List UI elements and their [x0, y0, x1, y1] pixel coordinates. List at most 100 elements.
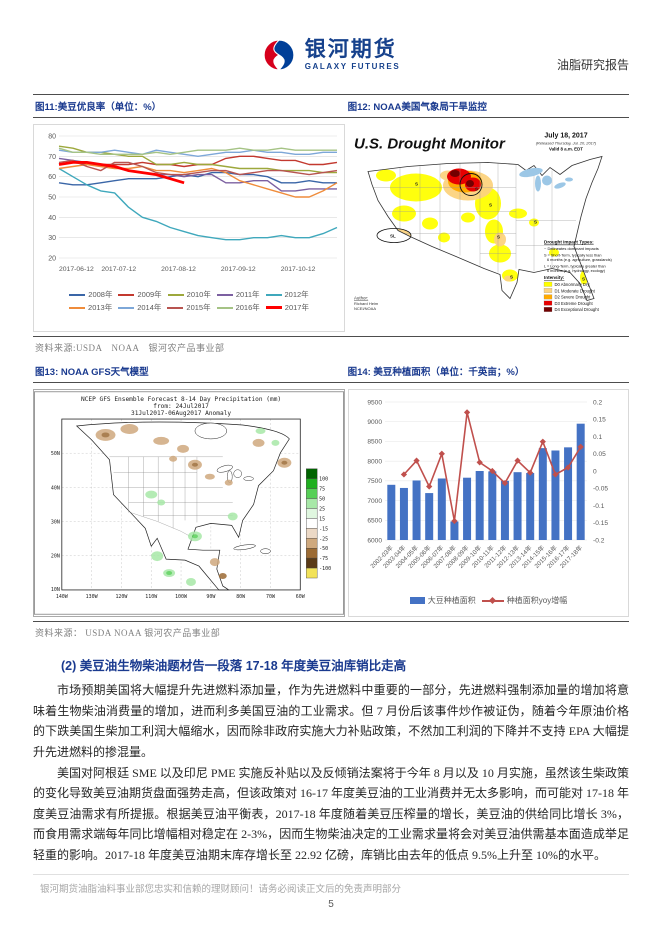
- soybean-acreage-chart: 6000 6500 7000 7500 8000 8500 9000 9500 0.2 0.15 0…: [348, 389, 629, 617]
- svg-text:from: 24Jul2017: from: 24Jul2017: [153, 403, 209, 410]
- svg-text:140W: 140W: [56, 594, 68, 600]
- svg-text:-0.2: -0.2: [593, 537, 605, 544]
- paragraph-1: 市场预期美国将大幅提升先进燃料添加量，作为先进燃料中重要的一部分，先进燃料强制添…: [33, 683, 629, 759]
- footer-divider: [33, 874, 629, 875]
- svg-text:50N: 50N: [51, 451, 60, 457]
- svg-text:2017-07-12: 2017-07-12: [101, 266, 136, 273]
- svg-text:9000: 9000: [367, 419, 382, 426]
- svg-text:2017-08-12: 2017-08-12: [161, 266, 196, 273]
- divider: [33, 117, 629, 118]
- figure-12-title: 图12: NOAA美国气象局干旱监控: [347, 102, 487, 113]
- drought-map-legend: Drought Impact Types: ~ Delineates domin…: [543, 240, 613, 312]
- impact-outline-sw: [376, 228, 412, 243]
- svg-text:7500: 7500: [367, 478, 382, 485]
- svg-text:40: 40: [48, 215, 56, 222]
- svg-text:9500: 9500: [367, 399, 382, 406]
- svg-text:-75: -75: [319, 556, 328, 562]
- drought-map-released: (Released Thursday, Jul. 20, 2017): [536, 141, 597, 146]
- north-america-outline: [75, 421, 290, 591]
- svg-text:L = Long-Term, typically great: L = Long-Term, typically greater than: [544, 265, 606, 269]
- svg-text:60: 60: [48, 174, 56, 181]
- impact-type-markers: S S S S S S S SL: [390, 182, 585, 282]
- page-header: 银河期货 GALAXY FUTURES 油脂研究报告: [33, 38, 629, 94]
- svg-text:30: 30: [48, 235, 56, 242]
- bar-chart-legend: 大豆种植面积 种植面积yoy增幅: [349, 595, 628, 606]
- svg-text:NCEI/NOAA: NCEI/NOAA: [354, 306, 376, 311]
- drought-map-valid: Valid 8 a.m. EDT: [549, 147, 583, 152]
- svg-text:-0.15: -0.15: [593, 520, 608, 527]
- svg-text:0.05: 0.05: [593, 451, 606, 458]
- svg-text:S: S: [415, 182, 418, 187]
- svg-text:120W: 120W: [115, 594, 127, 600]
- drought-map-author: Author: Richard Heim NCEI/NOAA: [354, 296, 379, 312]
- figure-title-row-2: 图13: NOAA GFS天气模型 图14: 美豆种植面积（单位：千英亩；%）: [33, 360, 629, 382]
- svg-text:50: 50: [48, 195, 56, 202]
- svg-text:8500: 8500: [367, 439, 382, 446]
- svg-text:D3 Extreme Drought: D3 Extreme Drought: [555, 301, 594, 306]
- svg-text:S: S: [489, 203, 492, 208]
- svg-text:S: S: [497, 235, 500, 240]
- svg-text:25: 25: [319, 506, 325, 512]
- svg-text:130W: 130W: [86, 594, 98, 600]
- brand-name-en: GALAXY FUTURES: [304, 62, 401, 71]
- legend-item: 2012年: [265, 289, 309, 300]
- svg-text:2017-06-12: 2017-06-12: [59, 266, 94, 273]
- legend-item: 2017年: [265, 302, 309, 313]
- svg-text:30N: 30N: [51, 520, 60, 526]
- legend-item-line: 种植面积yoy增幅: [481, 595, 567, 606]
- svg-text:0.2: 0.2: [593, 399, 602, 406]
- gfs-weather-map: NCEP GFS Ensemble Forecast 8-14 Day Prec…: [33, 389, 345, 617]
- svg-text:80: 80: [48, 134, 56, 141]
- gfs-lon-labels: 140W 130W 120W 110W 100W 90W 80W 70W 60W: [56, 594, 305, 600]
- page-footer: 银河期货油脂油料事业部您忠实和信赖的理财顾问！请务必阅读正文后的免责声明部分 5: [0, 874, 662, 910]
- svg-text:SL: SL: [390, 234, 396, 239]
- charts-row-2: NCEP GFS Ensemble Forecast 8-14 Day Prec…: [33, 389, 629, 617]
- svg-text:D4 Exceptional Drought: D4 Exceptional Drought: [555, 307, 600, 312]
- svg-text:-15: -15: [319, 526, 328, 532]
- svg-text:20N: 20N: [51, 554, 60, 560]
- report-page: 银河期货 GALAXY FUTURES 油脂研究报告 图11:美豆优良率（单位：…: [33, 38, 629, 863]
- svg-text:7000: 7000: [367, 498, 382, 505]
- figure-13-title: 图13: NOAA GFS天气模型: [35, 367, 149, 378]
- svg-text:110W: 110W: [145, 594, 157, 600]
- svg-text:S: S: [510, 275, 513, 280]
- svg-text:-100: -100: [319, 566, 331, 572]
- svg-text:-0.1: -0.1: [593, 503, 605, 510]
- svg-text:100: 100: [319, 477, 328, 483]
- hispaniola: [260, 548, 271, 554]
- precip-anomaly-blobs: [95, 424, 292, 586]
- report-type-label: 油脂研究报告: [556, 58, 629, 72]
- divider: [33, 336, 629, 337]
- drought-map-title: U.S. Drought Monitor: [354, 136, 506, 153]
- gfs-map-title: NCEP GFS Ensemble Forecast 8-14 Day Prec…: [81, 396, 281, 417]
- section-heading: (2) 美豆油生物柴油题材告一段落 17-18 年度美豆油库销比走高: [61, 659, 407, 673]
- figure-11-title: 图11:美豆优良率（单位：%）: [35, 102, 162, 113]
- svg-text:S: S: [534, 220, 537, 225]
- svg-text:60W: 60W: [296, 594, 305, 600]
- header-logo: 银河期货 GALAXY FUTURES: [221, 38, 441, 72]
- svg-text:70: 70: [48, 154, 56, 161]
- svg-text:~ Delineates dominant impacts: ~ Delineates dominant impacts: [544, 246, 599, 251]
- legend-item: 2014年: [118, 302, 161, 313]
- svg-text:6000: 6000: [367, 537, 382, 544]
- paragraph-2: 美国对阿根廷 SME 以及印尼 PME 实施反补贴以及反倾销法案将于今年 8 月…: [33, 765, 629, 863]
- legend-item: 2010年: [167, 289, 211, 300]
- legend-item-bar: 大豆种植面积: [409, 595, 476, 606]
- hudson-bay: [194, 422, 228, 440]
- legend-item: 2016年: [216, 302, 260, 313]
- svg-text:40N: 40N: [51, 485, 60, 491]
- svg-text:75: 75: [319, 487, 325, 493]
- figure-title-row-1: 图11:美豆优良率（单位：%） 图12: NOAA美国气象局干旱监控: [33, 95, 629, 117]
- svg-text:NCEP GFS Ensemble Forecast 8-1: NCEP GFS Ensemble Forecast 8-14 Day Prec…: [81, 396, 281, 403]
- svg-text:S: S: [582, 277, 585, 282]
- divider: [33, 94, 629, 95]
- svg-text:-25: -25: [319, 536, 328, 542]
- state-borders: [368, 162, 580, 273]
- brand-name-cn: 银河期货: [304, 38, 397, 61]
- svg-text:Drought Impact Types:: Drought Impact Types:: [544, 240, 594, 245]
- footer-disclaimer: 银河期货油脂油料事业部您忠实和信赖的理财顾问！请务必阅读正文后的免责声明部分: [40, 884, 402, 895]
- soybean-condition-chart: 20 30 40 50 60 70 80 2017-06-12 2017-07-12 2017-0…: [33, 124, 345, 332]
- source-note-2: 资料来源： USDA NOAA 银河农产品事业部: [35, 628, 221, 638]
- svg-text:15: 15: [319, 516, 325, 522]
- svg-text:80W: 80W: [236, 594, 245, 600]
